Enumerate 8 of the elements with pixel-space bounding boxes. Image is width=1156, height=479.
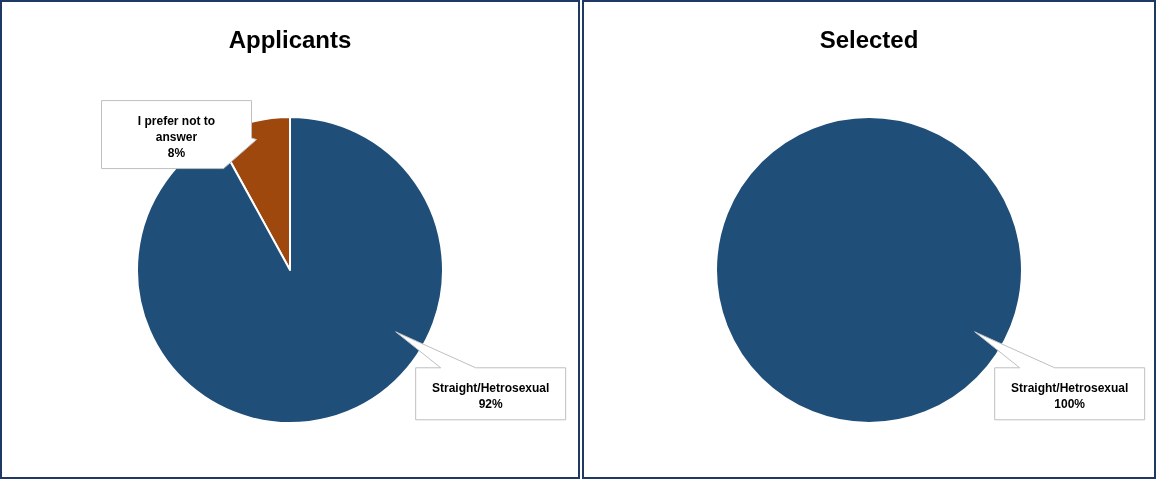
data-label: 8% (167, 145, 186, 160)
chart-title: Selected (819, 26, 919, 53)
slice-label: Straight/Hetrosexual (431, 380, 550, 395)
data-label: 100% (1054, 396, 1086, 411)
slice-label: Straight/Hetrosexual (1010, 380, 1129, 395)
chart-title: Applicants (228, 26, 352, 53)
data-label: 92% (478, 396, 503, 411)
slice-label: I prefer not to answer (137, 113, 216, 144)
